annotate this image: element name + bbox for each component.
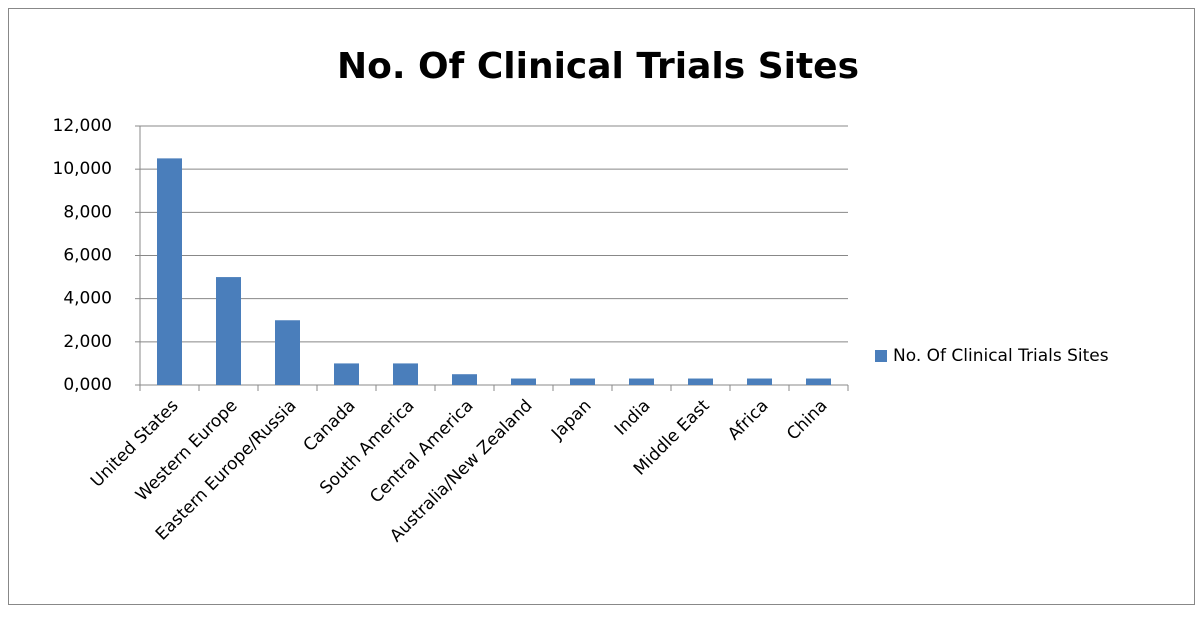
bar <box>806 378 831 385</box>
bar <box>747 378 772 385</box>
bar <box>216 277 241 385</box>
y-tick-label: 4,000 <box>63 289 112 309</box>
bar <box>629 378 654 385</box>
bar <box>452 374 477 385</box>
bar <box>334 363 359 385</box>
y-tick-label: 2,000 <box>63 332 112 352</box>
bar <box>275 320 300 385</box>
y-tick-label: 0,000 <box>63 375 112 395</box>
bar <box>688 378 713 385</box>
y-tick-label: 12,000 <box>53 116 112 136</box>
bar <box>393 363 418 385</box>
legend-label: No. Of Clinical Trials Sites <box>893 346 1109 366</box>
y-tick-label: 10,000 <box>53 159 112 179</box>
y-tick-label: 6,000 <box>63 246 112 266</box>
legend-swatch <box>875 350 887 362</box>
bar <box>511 378 536 385</box>
chart-title: No. Of Clinical Trials Sites <box>337 46 859 87</box>
y-tick-label: 8,000 <box>63 202 112 222</box>
bar <box>570 378 595 385</box>
chart-border <box>8 8 1195 605</box>
bar <box>157 158 182 385</box>
